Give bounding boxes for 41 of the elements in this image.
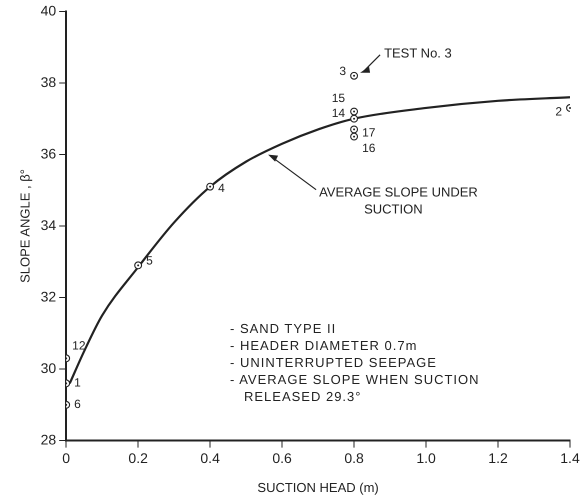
annotation: TEST No. 3 xyxy=(384,45,452,60)
point xyxy=(350,108,358,116)
y-tick-label: 32 xyxy=(40,288,56,304)
point xyxy=(350,114,358,123)
annotation: - UNINTERRUPTED SEEPAGE xyxy=(230,354,438,371)
y-tick-label: 28 xyxy=(40,431,56,448)
y-axis-title: SLOPE ANGLE , β° xyxy=(17,169,32,283)
annotation: 15 xyxy=(332,90,346,105)
annotation: 3 xyxy=(339,64,346,78)
x-axis-title: SUCTION HEAD (m) xyxy=(257,480,379,495)
y-tick-label: 36 xyxy=(40,145,56,162)
y-tick-label: 34 xyxy=(40,216,56,233)
annotation: 4 xyxy=(218,180,226,195)
y-tick-label: 40 xyxy=(40,2,56,18)
point xyxy=(350,125,358,134)
x-tick-label: 0.4 xyxy=(200,450,220,466)
y-tick-label: 38 xyxy=(40,74,56,90)
point xyxy=(134,261,142,270)
x-tick-label: 0.8 xyxy=(344,450,364,466)
annotation: - SAND TYPE II xyxy=(230,320,338,337)
annotation: 5 xyxy=(146,254,154,268)
x-tick-label: 1.4 xyxy=(560,450,580,466)
x-tick-label: 1.0 xyxy=(416,450,436,466)
annotation: 14 xyxy=(332,106,346,120)
annotation: AVERAGE SLOPE UNDER SUCTION xyxy=(319,184,478,216)
point xyxy=(206,182,214,191)
annotation: 1 xyxy=(74,376,82,390)
x-tick-label: 0 xyxy=(62,450,70,466)
annotation: 2 xyxy=(555,104,562,118)
annotation: 16 xyxy=(362,140,376,155)
point xyxy=(350,72,358,80)
x-tick-label: 0.2 xyxy=(128,450,148,466)
x-tick-label: 0.6 xyxy=(272,450,292,466)
annotation: - AVERAGE SLOPE WHEN SUCTION RELEASED 29.3° xyxy=(230,371,481,405)
x-tick-label: 1.2 xyxy=(488,450,508,466)
y-tick-label: 30 xyxy=(40,360,56,376)
annotation: 12 xyxy=(72,338,86,353)
annotation: 17 xyxy=(362,126,376,140)
annotation: - HEADER DIAMETER 0.7m xyxy=(230,337,418,354)
point xyxy=(350,132,358,141)
annotation: 6 xyxy=(74,397,82,412)
